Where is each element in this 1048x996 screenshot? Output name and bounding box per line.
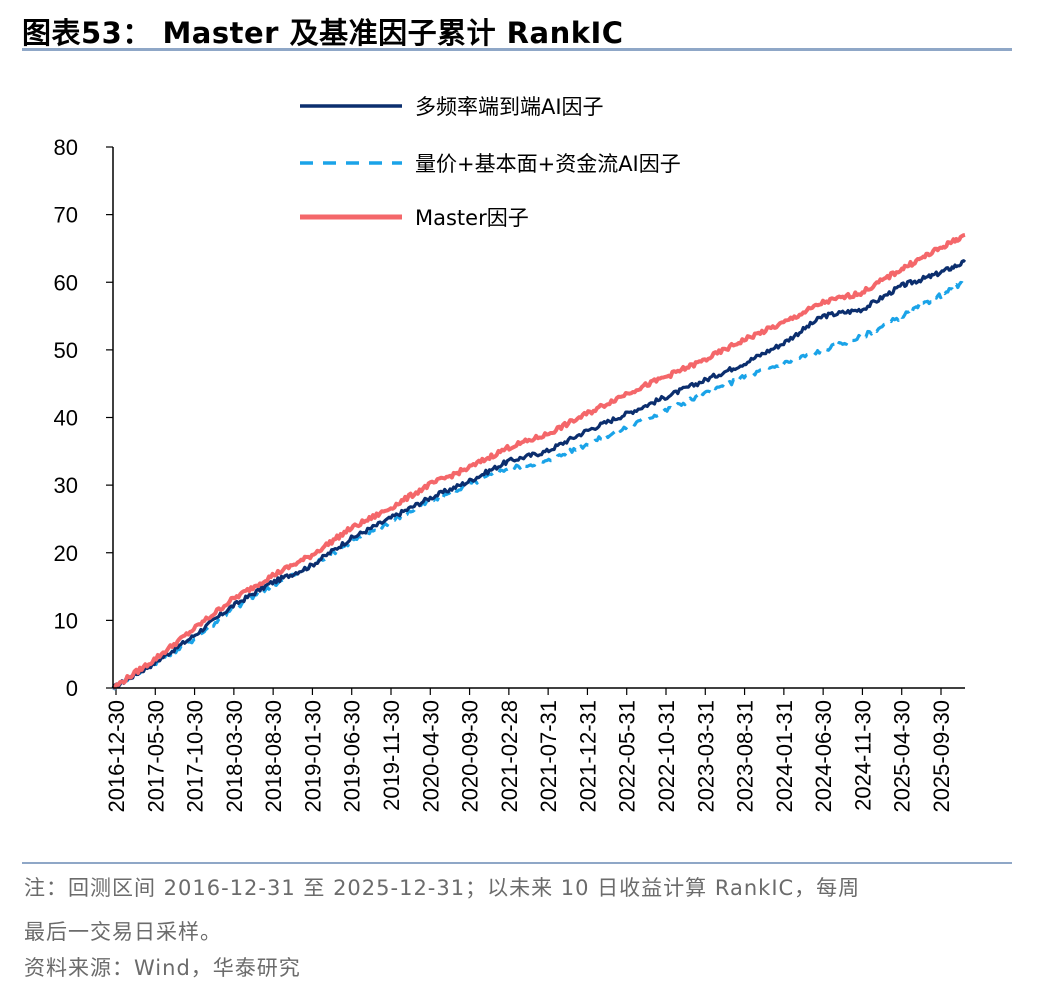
x-tick-label: 2020-09-30 (458, 700, 483, 813)
series-line-3 (112, 232, 966, 690)
series-line-1 (111, 259, 967, 689)
notes-divider (22, 862, 1012, 864)
x-tick-label: 2021-07-31 (536, 700, 561, 813)
x-tick-label: 2023-03-31 (693, 700, 718, 813)
legend-label-2: 量价+基本面+资金流AI因子 (415, 152, 681, 176)
series-line-2 (112, 280, 967, 691)
legend-label-1: 多频率端到端AI因子 (415, 95, 604, 119)
x-tick-label: 2019-11-30 (379, 700, 404, 811)
x-tick-label: 2018-03-30 (222, 700, 247, 813)
note-line-2: 最后一交易日采样。 (24, 920, 222, 944)
figure-title: 图表53： Master 及基准因子累计 RankIC (22, 16, 624, 50)
x-tick-label: 2024-11-30 (850, 700, 875, 811)
x-tick-label: 2017-05-30 (143, 700, 168, 813)
note-line-1: 注：回测区间 2016-12-31 至 2025-12-31；以未来 10 日收… (24, 876, 861, 900)
x-tick-label: 2024-06-30 (811, 700, 836, 813)
x-tick-label: 2022-05-31 (615, 700, 640, 813)
chart: 0 10 20 30 40 50 60 70 80 2016-12-30 2017-05-30 20… (54, 95, 967, 813)
x-tick-label: 2024-01-31 (772, 700, 797, 813)
source-note: 资料来源：Wind，华泰研究 (24, 956, 301, 980)
x-tick-label: 2016-12-30 (104, 700, 129, 813)
y-tick-label: 40 (54, 406, 78, 431)
x-tick-label: 2020-04-30 (418, 700, 443, 813)
y-tick-label: 30 (54, 473, 78, 498)
x-tick-label: 2021-12-31 (575, 700, 600, 813)
y-tick-label: 0 (66, 676, 78, 701)
x-tick-label: 2025-09-30 (929, 700, 954, 813)
x-tick-label: 2025-04-30 (890, 700, 915, 813)
y-tick-label: 70 (54, 203, 78, 228)
title-divider (22, 48, 1012, 51)
x-tick-label: 2021-02-28 (497, 700, 522, 813)
y-tick-label: 20 (54, 541, 78, 566)
x-tick-label: 2019-01-30 (300, 700, 325, 813)
x-tick-label: 2017-10-30 (183, 700, 208, 813)
x-tick-label: 2018-08-30 (261, 700, 286, 813)
x-tick-label: 2019-06-30 (340, 700, 365, 813)
y-tick-label: 80 (54, 135, 78, 160)
x-tick-label: 2022-10-31 (654, 700, 679, 813)
x-tick-label: 2023-08-31 (733, 700, 758, 813)
y-tick-label: 60 (54, 270, 78, 295)
y-tick-label: 50 (54, 338, 78, 363)
legend-label-3: Master因子 (415, 206, 529, 230)
y-tick-label: 10 (54, 608, 78, 633)
